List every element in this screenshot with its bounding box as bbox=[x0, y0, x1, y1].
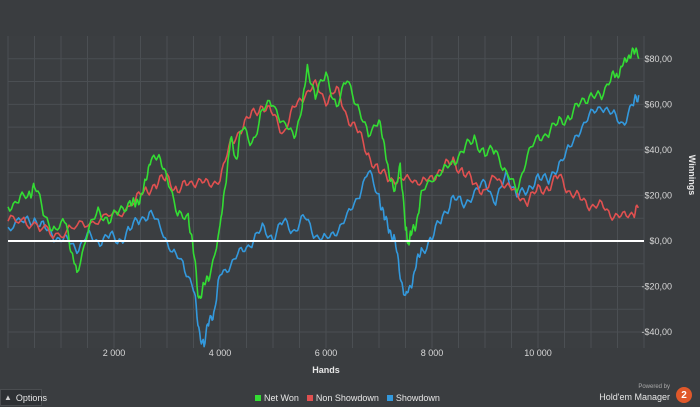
brand-name: Hold'em Manager bbox=[599, 392, 670, 402]
legend-item-net-won[interactable]: Net Won bbox=[255, 393, 299, 403]
x-tick-label: 8 000 bbox=[421, 348, 444, 358]
legend: Net Won Non Showdown Showdown bbox=[255, 391, 440, 405]
brand-logo: Powered by Hold'em Manager 2 bbox=[599, 384, 694, 406]
brand-badge-icon: 2 bbox=[676, 387, 692, 403]
series-line-showdown bbox=[7, 94, 640, 348]
series-line-non-showdown bbox=[7, 79, 640, 240]
legend-swatch-non-showdown bbox=[306, 395, 313, 401]
legend-swatch-showdown bbox=[386, 395, 393, 401]
y-tick-label: $0,00 bbox=[649, 236, 672, 246]
y-axis-ticks: -$40,00 -$20,00 $0,00 $20,00 $40,00 $60,00 $80… bbox=[641, 54, 672, 337]
y-tick-label: $60,00 bbox=[644, 99, 672, 109]
y-tick-label: $80,00 bbox=[644, 54, 672, 64]
y-tick-label: $40,00 bbox=[644, 145, 672, 155]
series-lines bbox=[7, 47, 640, 348]
legend-swatch-net-won bbox=[255, 395, 261, 401]
y-tick-label: -$20,00 bbox=[641, 282, 672, 292]
options-button[interactable]: ▲ Options bbox=[0, 389, 47, 406]
legend-label: Non Showdown bbox=[315, 393, 379, 403]
legend-label: Showdown bbox=[395, 393, 440, 403]
grid bbox=[7, 36, 645, 348]
y-tick-label: -$40,00 bbox=[641, 327, 672, 337]
brand-powered-text: Powered by bbox=[638, 384, 670, 390]
x-tick-label: 2 000 bbox=[103, 348, 126, 358]
x-tick-label: 4 000 bbox=[209, 348, 232, 358]
x-tick-label: 6 000 bbox=[315, 348, 338, 358]
x-axis-ticks: 2 000 4 000 6 000 8 000 10 000 bbox=[103, 348, 552, 358]
x-tick-label: 10 000 bbox=[524, 348, 552, 358]
x-axis-title: Hands bbox=[312, 365, 340, 375]
y-axis-title: Winnings bbox=[687, 155, 697, 195]
options-label: Options bbox=[15, 392, 47, 403]
legend-item-non-showdown[interactable]: Non Showdown bbox=[306, 393, 379, 403]
y-tick-label: $20,00 bbox=[644, 190, 672, 200]
legend-item-showdown[interactable]: Showdown bbox=[386, 393, 440, 403]
legend-label: Net Won bbox=[264, 393, 299, 403]
series-line-net-won bbox=[7, 47, 640, 300]
chevron-up-icon: ▲ bbox=[4, 393, 12, 402]
